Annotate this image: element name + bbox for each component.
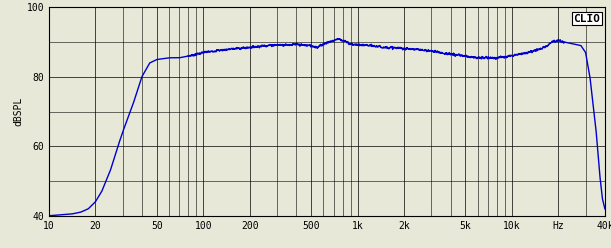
Text: CLIO: CLIO bbox=[574, 14, 601, 24]
Y-axis label: dBSPL: dBSPL bbox=[13, 97, 24, 126]
